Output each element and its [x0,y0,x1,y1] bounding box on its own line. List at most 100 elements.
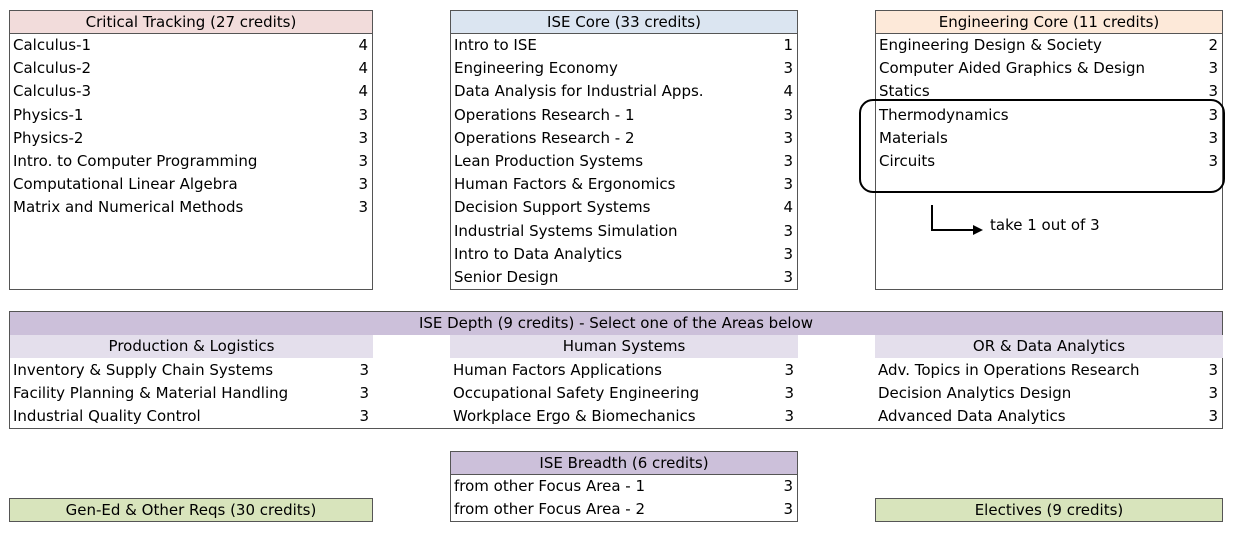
area-production-logistics-list: Inventory & Supply Chain Systems 3 Facilit… [10,359,373,429]
course-credits: 4 [783,82,793,101]
course-row: Engineering Economy 3 [451,57,797,80]
course-name: Decision Analytics Design [878,384,1072,403]
ise-breadth-table: ISE Breadth (6 credits) from other Focus… [450,451,798,522]
ise-breadth-list: from other Focus Area - 1 3 from other Foc… [451,475,797,521]
course-credits: 3 [783,128,793,147]
course-credits: 3 [783,175,793,194]
ise-core-title: ISE Core (33 credits) [451,11,797,34]
course-credits: 3 [1208,82,1218,101]
course-row: Operations Research - 1 3 [451,104,797,127]
course-name: Thermodynamics [879,105,1009,124]
course-credits: 4 [358,82,368,101]
course-credits: 4 [358,59,368,78]
course-name: Operations Research - 2 [454,128,635,147]
course-credits: 3 [359,384,369,403]
course-name: Adv. Topics in Operations Research [878,361,1140,379]
course-row: Workplace Ergo & Biomechanics 3 [450,405,798,428]
electives-title: Electives (9 credits) [974,501,1124,519]
course-name: Senior Design [454,267,559,286]
course-name: Matrix and Numerical Methods [13,198,244,217]
course-credits: 3 [358,151,368,170]
course-row: Matrix and Numerical Methods 3 [10,196,372,219]
course-name: Industrial Quality Control [13,407,201,426]
course-credits: 3 [359,361,369,379]
course-credits: 3 [1208,407,1218,426]
course-row: Physics-2 3 [10,127,372,150]
course-row: Physics-1 3 [10,104,372,127]
course-credits: 3 [1208,105,1218,124]
course-name: Human Factors Applications [453,361,662,379]
course-credits: 3 [359,407,369,426]
course-row: Advanced Data Analytics 3 [875,405,1222,428]
course-row: Facility Planning & Material Handling 3 [10,382,373,405]
course-name: Computational Linear Algebra [13,175,238,194]
area-human-systems-list: Human Factors Applications 3 Occupational … [450,359,798,429]
course-name: Advanced Data Analytics [878,407,1066,426]
ise-core-table: ISE Core (33 credits) Intro to ISE 1 Engin… [450,10,798,290]
course-row: Materials 3 [876,127,1222,150]
electives-box: Electives (9 credits) [875,498,1223,522]
course-name: Occupational Safety Engineering [453,384,700,403]
course-name: Engineering Design & Society [879,36,1102,54]
take-one-note: take 1 out of 3 [990,216,1100,234]
course-credits: 1 [783,36,793,54]
course-credits: 3 [358,105,368,124]
course-name: Data Analysis for Industrial Apps. [454,82,704,101]
course-credits: 3 [1208,59,1218,78]
course-row: Computer Aided Graphics & Design 3 [876,57,1222,80]
course-row: Computational Linear Algebra 3 [10,173,372,196]
course-name: Physics-1 [13,105,84,124]
ise-core-list: Intro to ISE 1 Engineering Economy 3 Data An… [451,34,797,289]
course-credits: 3 [783,151,793,170]
course-row: Statics 3 [876,80,1222,103]
course-name: Intro. to Computer Programming [13,151,258,170]
course-name: Industrial Systems Simulation [454,221,678,240]
course-row: Industrial Quality Control 3 [10,405,373,428]
course-row: Data Analysis for Industrial Apps. 4 [451,80,797,103]
course-credits: 3 [358,175,368,194]
course-row: Industrial Systems Simulation 3 [451,220,797,243]
ise-depth-title: ISE Depth (9 credits) - Select one of th… [10,312,1222,335]
area-or-data-analytics-title: OR & Data Analytics [875,335,1223,358]
elective-group-outline [859,99,1225,193]
course-credits: 4 [358,36,368,54]
course-credits: 3 [784,407,794,426]
course-name: Circuits [879,151,936,170]
course-name: Materials [879,128,948,147]
course-credits: 3 [1208,384,1218,403]
course-credits: 3 [1208,361,1218,379]
course-credits: 3 [1208,128,1218,147]
course-name: Intro to ISE [454,36,537,54]
area-production-logistics-title: Production & Logistics [10,335,373,358]
ise-breadth-title: ISE Breadth (6 credits) [451,452,797,475]
course-credits: 3 [783,59,793,78]
course-row: Decision Support Systems 4 [451,196,797,219]
course-row: Human Factors Applications 3 [450,359,798,382]
course-credits: 3 [784,384,794,403]
course-row: Decision Analytics Design 3 [875,382,1222,405]
course-name: Computer Aided Graphics & Design [879,59,1146,78]
course-credits: 3 [783,105,793,124]
course-row: Intro to ISE 1 [451,34,797,57]
course-row: from other Focus Area - 2 3 [451,498,797,521]
course-credits: 3 [783,267,793,286]
course-name: from other Focus Area - 1 [454,477,646,495]
course-credits: 3 [783,221,793,240]
gen-ed-title: Gen-Ed & Other Reqs (30 credits) [65,501,317,519]
course-credits: 3 [358,128,368,147]
gen-ed-box: Gen-Ed & Other Reqs (30 credits) [9,498,373,522]
engineering-core-list: Engineering Design & Society 2 Computer Ai… [876,34,1222,173]
course-row: Calculus-2 4 [10,57,372,80]
area-human-systems-title: Human Systems [450,335,798,358]
course-row: Intro. to Computer Programming 3 [10,150,372,173]
course-credits: 3 [783,500,793,519]
course-row: Occupational Safety Engineering 3 [450,382,798,405]
course-name: Lean Production Systems [454,151,644,170]
course-name: Facility Planning & Material Handling [13,384,289,403]
course-name: Operations Research - 1 [454,105,635,124]
course-row: Thermodynamics 3 [876,104,1222,127]
course-name: Calculus-1 [13,36,92,54]
course-row: Intro to Data Analytics 3 [451,243,797,266]
course-row: Operations Research - 2 3 [451,127,797,150]
course-credits: 3 [783,244,793,263]
